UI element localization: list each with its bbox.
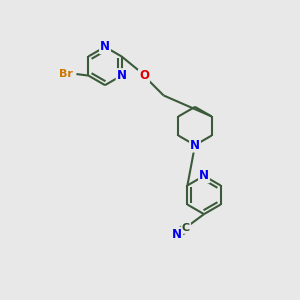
- Text: O: O: [139, 69, 149, 82]
- Text: N: N: [117, 69, 127, 82]
- Text: C: C: [182, 223, 190, 233]
- Text: N: N: [100, 40, 110, 53]
- Text: N: N: [190, 139, 200, 152]
- Text: N: N: [199, 169, 209, 182]
- Text: Br: Br: [59, 69, 73, 79]
- Text: N: N: [172, 228, 182, 241]
